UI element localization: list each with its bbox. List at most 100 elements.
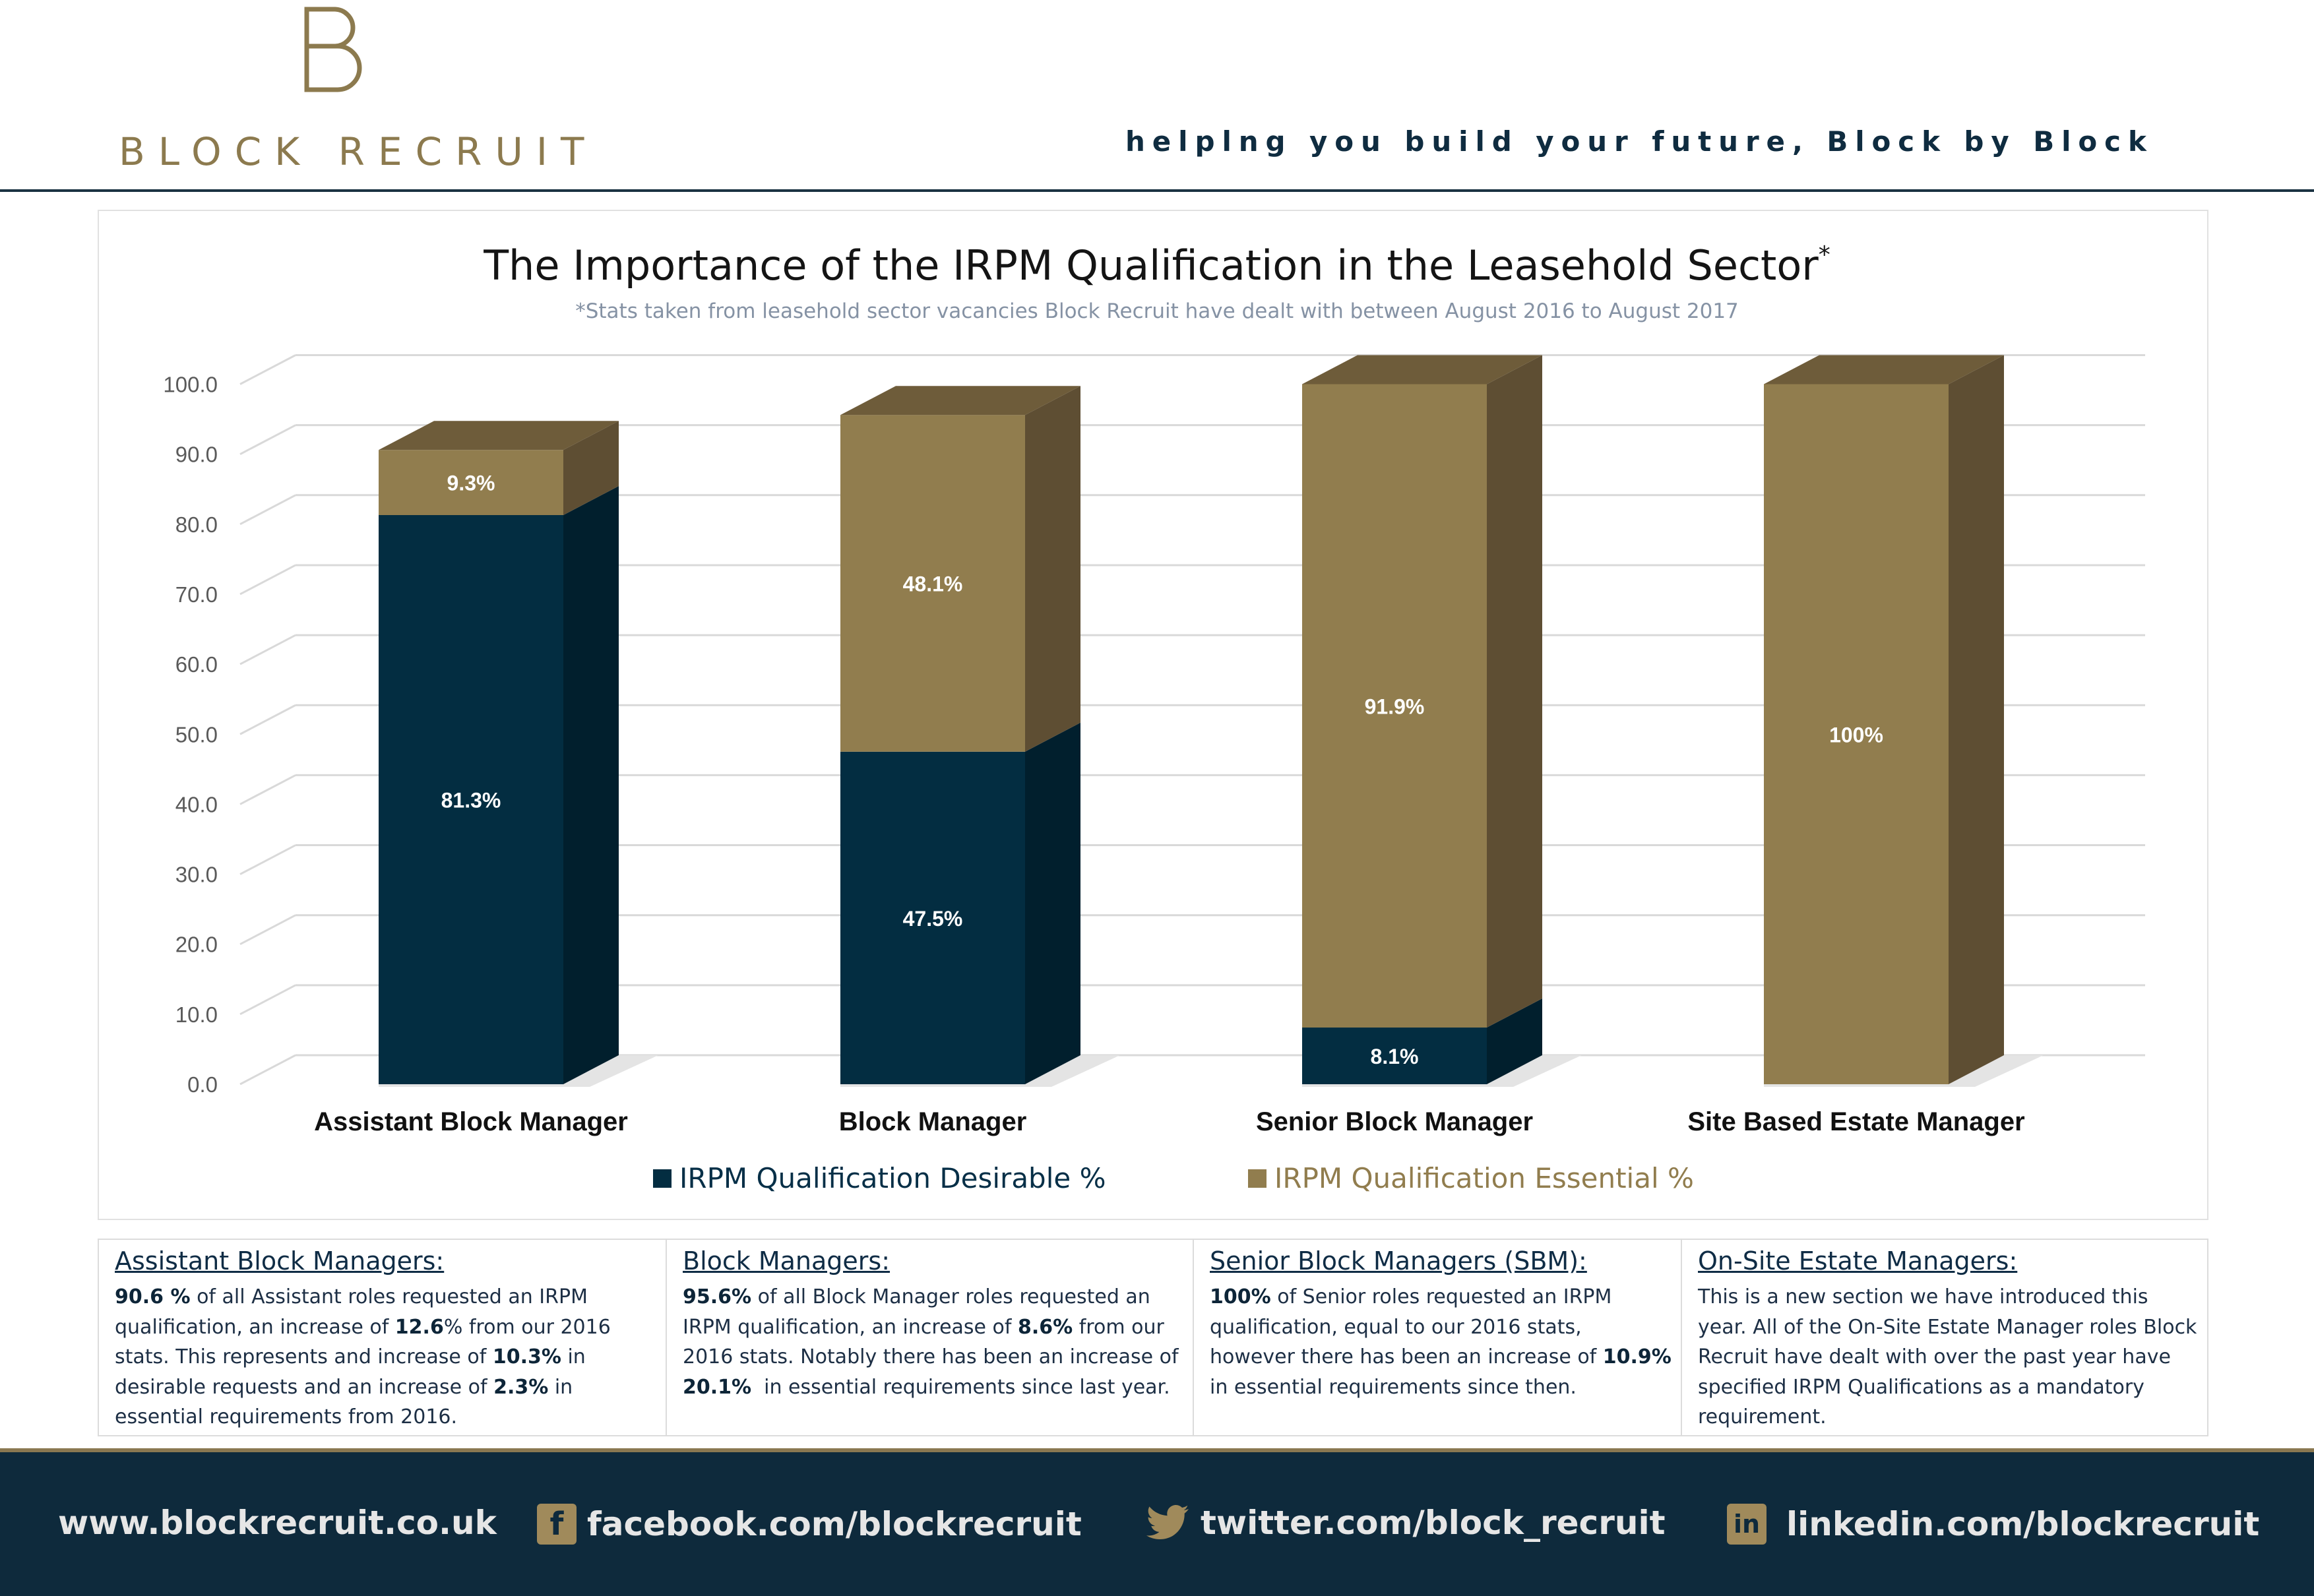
chart-title: The Importance of the IRPM Qualification… [0, 241, 2314, 290]
notes-table: Assistant Block Managers: 90.6 % of all … [98, 1239, 2208, 1436]
footer-accent-line [0, 1448, 2314, 1452]
page-footer: www.blockrecruit.co.uk f facebook.com/bl… [0, 1448, 2314, 1596]
labels-layer: 0.0 10.0 20.0 30.0 40.0 50.0 60.0 70.0 80.0 90.0 1… [163, 373, 2024, 1137]
bar-segment-0-0 [379, 515, 563, 1084]
bar-segment-3-1 [1764, 384, 1949, 1084]
gridline-depth-6 [239, 634, 296, 665]
gridline-depth-5 [239, 704, 296, 735]
header-divider [0, 189, 2314, 192]
gridline-depth-3 [239, 844, 296, 875]
website-link-label: www.blockrecruit.co.uk [58, 1504, 497, 1542]
legend-label-desirable: IRPM Qualification Desirable % [679, 1162, 1106, 1194]
twitter-link-label: twitter.com/block_recruit [1201, 1504, 1666, 1542]
bar-value-label-0-0: 81.3% [441, 789, 501, 813]
legend-item-desirable: IRPM Qualification Desirable % [653, 1162, 1106, 1194]
note-title: On-Site Estate Managers: [1698, 1246, 2018, 1275]
twitter-icon [1146, 1505, 1189, 1539]
y-tick-label-7: 70.0 [175, 582, 218, 607]
y-tick-label-0: 0.0 [187, 1072, 218, 1097]
note-body: 100% of Senior roles requested an IRPM q… [1210, 1285, 1672, 1399]
bar-side-0-0 [563, 486, 619, 1084]
bar-top-2 [1302, 355, 1542, 384]
page-header: BLOCK RECRUIT helplng you build your fut… [0, 0, 2314, 193]
bar-shadow-0 [379, 1055, 658, 1087]
bar-value-label-3-1: 100% [1829, 723, 1883, 747]
y-tick-label-1: 10.0 [175, 1002, 218, 1027]
bar-shadow-3 [1764, 1055, 2044, 1087]
facebook-link-label: facebook.com/blockrecruit [587, 1505, 1082, 1543]
gridline-depth-4 [239, 774, 296, 805]
b-monogram-icon [304, 7, 362, 92]
gridline-depth-0 [239, 1054, 296, 1086]
note-onsite-estate-managers: On-Site Estate Managers: This is a new s… [1682, 1240, 2207, 1435]
bar-value-label-0-1: 9.3% [447, 472, 495, 495]
tagline: helplng you build your future, Block by … [1125, 125, 2154, 158]
x-category-label-1: Block Manager [839, 1107, 1027, 1136]
bar-value-label-2-1: 91.9% [1365, 694, 1425, 718]
note-title: Senior Block Managers (SBM): [1210, 1246, 1587, 1275]
bar-top-3 [1764, 355, 2004, 384]
gridline-depth-7 [239, 564, 296, 596]
bar-shadow-2 [1302, 1055, 1582, 1087]
x-category-label-3: Site Based Estate Manager [1687, 1107, 2024, 1136]
facebook-icon: f [537, 1504, 577, 1545]
x-category-label-0: Assistant Block Manager [314, 1107, 628, 1136]
note-block-managers: Block Managers: 95.6% of all Block Manag… [667, 1240, 1194, 1435]
note-assistant-block-managers: Assistant Block Managers: 90.6 % of all … [99, 1240, 667, 1435]
x-category-label-2: Senior Block Manager [1256, 1107, 1533, 1136]
bar-side-2-1 [1487, 355, 1542, 1028]
legend-label-essential: IRPM Qualification Essential % [1274, 1162, 1694, 1194]
website-link[interactable]: www.blockrecruit.co.uk [58, 1504, 497, 1542]
twitter-link[interactable]: twitter.com/block_recruit [1146, 1504, 1666, 1542]
gridline-depth-1 [239, 984, 296, 1016]
legend-item-essential: IRPM Qualification Essential % [1248, 1162, 1694, 1194]
y-tick-label-2: 20.0 [175, 933, 218, 957]
bar-segment-0-1 [379, 450, 563, 516]
bar-value-label-1-1: 48.1% [903, 572, 963, 596]
bar-value-label-1-0: 47.5% [903, 907, 963, 931]
chart-title-footnote-mark: * [1818, 241, 1830, 268]
gridline-depth-2 [239, 914, 296, 946]
y-tick-label-4: 40.0 [175, 792, 218, 816]
gridline-depth-8 [239, 494, 296, 526]
linkedin-link[interactable]: in linkedin.com/blockrecruit [1727, 1504, 2259, 1545]
bar-side-3-1 [1949, 355, 2004, 1084]
bar-top-0 [379, 421, 619, 450]
gridline-depth-9 [239, 424, 296, 455]
legend-swatch-desirable [653, 1169, 672, 1188]
y-tick-label-9: 90.0 [175, 443, 218, 467]
bar-side-0-1 [563, 421, 619, 516]
gridline-depth-10 [239, 354, 296, 385]
note-title: Block Managers: [683, 1246, 891, 1275]
bar-shadow-1 [840, 1055, 1120, 1087]
chart-legend: IRPM Qualification Desirable % IRPM Qual… [0, 1162, 2314, 1202]
stacked-bar-chart: 0.0 10.0 20.0 30.0 40.0 50.0 60.0 70.0 80.0 90.0 1… [163, 354, 2145, 1137]
bar-side-2-0 [1487, 998, 1542, 1084]
y-tick-label-3: 30.0 [175, 863, 218, 887]
bar-side-1-1 [1025, 386, 1080, 752]
brand-name: BLOCK RECRUIT [119, 129, 598, 174]
linkedin-link-label: linkedin.com/blockrecruit [1786, 1505, 2260, 1543]
chart-subtitle: *Stats taken from leasehold sector vacan… [575, 299, 1739, 323]
note-body: 90.6 % of all Assistant roles requested … [115, 1285, 611, 1428]
bar-segment-1-1 [840, 415, 1025, 752]
bar-segment-1-0 [840, 751, 1025, 1084]
y-tick-label-5: 50.0 [175, 722, 218, 747]
bar-segment-2-0 [1302, 1028, 1487, 1084]
y-tick-label-8: 80.0 [175, 512, 218, 537]
bar-segment-2-1 [1302, 384, 1487, 1028]
linkedin-icon: in [1727, 1504, 1767, 1545]
bar-side-1-0 [1025, 722, 1080, 1084]
facebook-link[interactable]: f facebook.com/blockrecruit [537, 1504, 1082, 1545]
legend-swatch-essential [1248, 1169, 1266, 1188]
y-tick-label-10: 100.0 [163, 373, 218, 397]
bars-layer [379, 355, 2044, 1087]
note-title: Assistant Block Managers: [115, 1246, 445, 1275]
y-tick-label-6: 60.0 [175, 652, 218, 677]
note-body: This is a new section we have introduced… [1698, 1285, 2197, 1428]
bar-value-label-2-0: 8.1% [1371, 1045, 1419, 1068]
chart-title-text: The Importance of the IRPM Qualification… [484, 241, 1819, 290]
note-body: 95.6% of all Block Manager roles request… [683, 1285, 1179, 1399]
bar-top-1 [840, 386, 1080, 415]
note-senior-block-managers: Senior Block Managers (SBM): 100% of Sen… [1194, 1240, 1682, 1435]
